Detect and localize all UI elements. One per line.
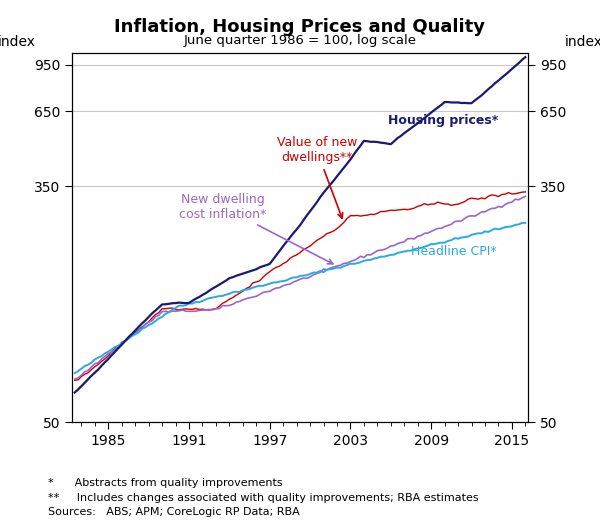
Text: June quarter 1986 = 100, log scale: June quarter 1986 = 100, log scale [184,34,416,48]
Text: Inflation, Housing Prices and Quality: Inflation, Housing Prices and Quality [115,18,485,36]
Text: Housing prices*: Housing prices* [388,114,499,127]
Text: New dwelling
cost inflation*: New dwelling cost inflation* [179,193,333,264]
Text: Headline CPI*: Headline CPI* [411,244,497,258]
Text: index: index [0,35,35,49]
Text: **     Includes changes associated with quality improvements; RBA estimates: ** Includes changes associated with qual… [48,493,479,503]
Text: Sources:   ABS; APM; CoreLogic RP Data; RBA: Sources: ABS; APM; CoreLogic RP Data; RB… [48,507,300,517]
Text: *      Abstracts from quality improvements: * Abstracts from quality improvements [48,478,283,488]
Text: Value of new
dwellings**: Value of new dwellings** [277,136,357,218]
Text: index: index [565,35,600,49]
